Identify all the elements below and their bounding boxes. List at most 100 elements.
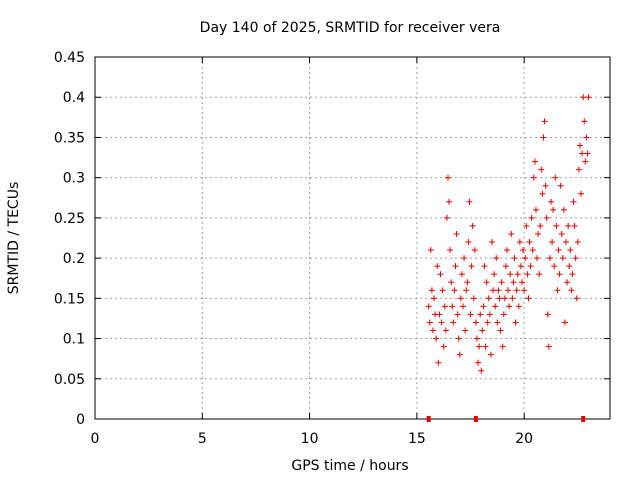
data-point	[530, 174, 537, 181]
data-point	[437, 271, 444, 278]
zero-marker	[581, 416, 586, 422]
data-point	[435, 359, 442, 366]
y-tick-label: 0.25	[54, 211, 85, 227]
data-point	[565, 222, 572, 229]
data-point	[531, 158, 538, 165]
data-point	[514, 271, 521, 278]
data-point	[493, 255, 500, 262]
data-point	[524, 271, 531, 278]
data-point	[488, 239, 495, 246]
y-tick-label: 0.05	[54, 372, 85, 388]
data-point	[546, 255, 553, 262]
data-point	[543, 214, 550, 221]
plot-frame	[94, 56, 611, 420]
data-point	[537, 222, 544, 229]
data-point	[512, 319, 519, 326]
data-point	[473, 335, 480, 342]
data-point	[534, 255, 541, 262]
axis-ticks: 0 0.05 0.1 0.15 0.2 0.25 0.3 0.35 0.4 0.45 0 5 10 15 2…	[54, 50, 610, 447]
data-point	[433, 335, 440, 342]
data-point	[477, 311, 484, 318]
y-axis-label: SRMTID / TECUs	[6, 182, 22, 295]
data-point	[452, 263, 459, 270]
data-point	[428, 287, 435, 294]
data-point	[464, 279, 471, 286]
data-point	[568, 287, 575, 294]
y-tick-label: 0.3	[63, 171, 85, 187]
data-point	[510, 279, 517, 286]
data-point	[487, 351, 494, 358]
data-point	[554, 287, 561, 294]
data-point	[485, 295, 492, 302]
data-point	[497, 327, 504, 334]
data-point	[444, 174, 451, 181]
data-point	[455, 335, 462, 342]
data-point	[434, 263, 441, 270]
data-point	[551, 263, 558, 270]
data-point	[469, 222, 476, 229]
data-point	[583, 134, 590, 141]
data-point	[520, 247, 527, 254]
data-point	[556, 271, 563, 278]
data-point	[560, 206, 567, 213]
data-point	[442, 327, 449, 334]
data-point	[454, 311, 461, 318]
data-point	[553, 222, 560, 229]
x-tick-label: 0	[91, 431, 100, 447]
data-point	[449, 303, 456, 310]
data-point	[576, 142, 583, 149]
data-point	[557, 182, 564, 189]
data-point	[498, 279, 505, 286]
data-point	[570, 198, 577, 205]
grid	[95, 57, 610, 419]
data-point	[581, 118, 588, 125]
data-point	[481, 263, 488, 270]
data-point	[505, 287, 512, 294]
data-point	[573, 295, 580, 302]
y-tick-label: 0.35	[54, 130, 85, 146]
data-point	[578, 190, 585, 197]
y-tick-label: 0.45	[54, 50, 85, 66]
data-point	[502, 263, 509, 270]
data-point	[504, 247, 510, 254]
data-point	[471, 247, 478, 254]
data-point	[547, 198, 554, 205]
data-point	[470, 295, 477, 302]
data-point	[482, 343, 489, 350]
data-point	[535, 230, 542, 237]
data-point	[490, 287, 497, 294]
data-point	[507, 271, 514, 278]
zero-marker	[473, 416, 478, 422]
chart-title: Day 140 of 2025, SRMTID for receiver ver…	[200, 20, 501, 36]
data-point	[558, 230, 565, 237]
data-point	[448, 279, 455, 286]
data-point	[426, 319, 433, 326]
data-point	[521, 287, 528, 294]
data-point	[441, 303, 448, 310]
data-point	[484, 319, 491, 326]
data-point	[468, 263, 475, 270]
data-point	[527, 263, 534, 270]
data-point	[458, 271, 465, 278]
y-tick-label: 0.4	[63, 90, 85, 106]
data-point	[519, 279, 526, 286]
data-point	[506, 303, 513, 310]
data-point	[561, 319, 568, 326]
data-point	[569, 271, 576, 278]
data-point	[559, 255, 566, 262]
data-point	[436, 311, 443, 318]
y-tick-label: 0.15	[54, 291, 85, 307]
data-point	[479, 327, 486, 334]
x-tick-label: 20	[515, 431, 533, 447]
data-point	[542, 182, 549, 189]
data-point	[555, 247, 562, 254]
data-point	[439, 287, 446, 294]
data-point	[500, 311, 507, 318]
data-point	[572, 255, 579, 262]
data-point	[532, 206, 539, 213]
y-tick-label: 0	[76, 412, 85, 428]
data-point	[425, 303, 432, 310]
data-point	[526, 239, 533, 246]
data-point	[540, 134, 547, 141]
data-point	[460, 303, 467, 310]
